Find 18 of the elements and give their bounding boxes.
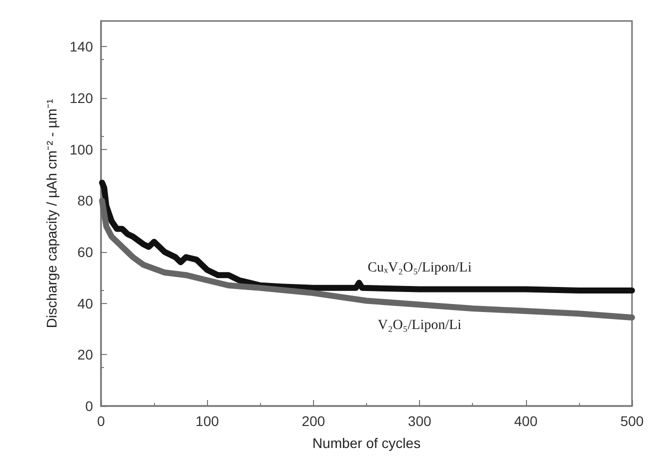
y-tick-label: 20: [77, 346, 94, 363]
x-tick-label: 0: [97, 413, 106, 429]
y-tick-label: 120: [70, 90, 94, 106]
series-label: CuₓV₂O₅/Lipon/Li: [368, 260, 472, 276]
x-tick-label: 300: [408, 413, 432, 429]
x-tick-label: 500: [620, 413, 644, 429]
y-tick-label: 60: [77, 244, 94, 260]
y-tick-label: 0: [85, 398, 94, 414]
series-label: V₂O₅/Lipon/Li: [378, 318, 462, 334]
x-tick-label: 200: [302, 413, 326, 429]
y-tick-label: 140: [70, 38, 94, 55]
y-tick-label: 80: [77, 192, 94, 209]
y-tick-label: 40: [77, 295, 94, 312]
x-axis-title: Number of cycles: [312, 435, 421, 451]
x-tick-label: 100: [196, 413, 220, 429]
y-tick-label: 100: [70, 141, 94, 158]
y-axis-title: Discharge capacity / µAh cm⁻² - µm⁻¹: [44, 98, 60, 328]
x-tick-label: 400: [514, 413, 538, 429]
